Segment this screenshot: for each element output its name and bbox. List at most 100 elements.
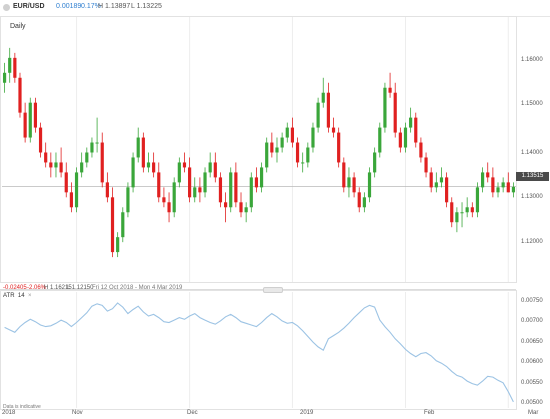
- candle-body: [64, 172, 68, 193]
- candle-body: [450, 202, 454, 223]
- candle-body: [419, 142, 423, 158]
- candle-body: [8, 57, 12, 73]
- candle-body: [193, 187, 197, 198]
- candle-body: [342, 162, 346, 188]
- candle-body: [455, 212, 459, 223]
- candle-body: [152, 162, 156, 173]
- candle-body: [33, 102, 38, 128]
- candle-body: [213, 162, 217, 178]
- candle-body: [383, 87, 387, 128]
- x-axis-label: Mar: [528, 410, 539, 416]
- candle-body: [54, 162, 58, 168]
- candle-body: [501, 182, 505, 188]
- candle-body: [506, 182, 510, 193]
- candle-body: [223, 202, 228, 208]
- atr-axis-label: 0.00550: [521, 380, 543, 386]
- header-low: L 1.13225: [131, 3, 162, 10]
- candle-body: [306, 147, 310, 163]
- candle-body: [439, 177, 444, 183]
- candle-body: [429, 172, 433, 188]
- timeframe-label: Daily: [10, 23, 26, 30]
- x-axis-label: 2019: [300, 410, 314, 416]
- candle-body: [295, 142, 300, 163]
- candle-body: [316, 102, 320, 128]
- candle-body: [301, 162, 305, 164]
- candle-body: [337, 132, 341, 163]
- candle-body: [208, 162, 212, 173]
- candle-body: [59, 162, 63, 173]
- atr-plot: [4, 302, 514, 403]
- candle-body: [131, 157, 135, 188]
- atr-name: ATR: [3, 293, 15, 299]
- price-pane-frame: [0, 16, 517, 283]
- atr-axis-label: 0.00500: [521, 400, 543, 406]
- atr-axis-label: 0.00600: [521, 359, 543, 365]
- range-high: H 1.16215: [44, 285, 72, 291]
- candle-body: [352, 177, 356, 193]
- candle-body: [18, 77, 22, 113]
- candle-body: [486, 172, 490, 178]
- candle-body: [198, 187, 202, 193]
- candle-body: [480, 172, 485, 188]
- candle-body: [203, 172, 207, 193]
- close-icon[interactable]: ×: [27, 293, 32, 299]
- candle-body: [121, 212, 125, 238]
- atr-line: [4, 302, 514, 403]
- candle-body: [496, 187, 500, 193]
- candle-body: [234, 172, 238, 203]
- candle-body: [239, 202, 243, 213]
- pane-resize-handle[interactable]: [263, 287, 283, 293]
- candle-body: [69, 192, 73, 208]
- candle-body: [100, 142, 104, 183]
- header-change: 0.00189: [56, 3, 82, 10]
- candle-body: [378, 127, 382, 153]
- candle-body: [141, 137, 145, 168]
- candle-body: [270, 142, 274, 153]
- candle-body: [80, 162, 84, 173]
- x-axis-label: 2018: [2, 410, 16, 416]
- current-price-badge: 1.13515: [516, 172, 549, 181]
- range-change: -0.02405: [3, 285, 27, 291]
- candle-body: [85, 152, 89, 163]
- candle-body: [2, 72, 7, 83]
- candle-body: [445, 177, 449, 203]
- candle-body: [74, 172, 79, 208]
- disclaimer: Data is indicative: [3, 404, 41, 410]
- candle-body: [460, 212, 464, 214]
- candle-body: [331, 127, 336, 133]
- x-axis-label: Dec: [187, 410, 198, 416]
- candle-body: [188, 167, 192, 198]
- candle-body: [23, 112, 27, 138]
- candle-body: [110, 197, 115, 253]
- price-label: 1.13000: [521, 194, 543, 200]
- candle-body: [414, 117, 418, 143]
- candle-body: [362, 197, 366, 208]
- candle-body: [347, 177, 351, 188]
- candle-body: [116, 237, 120, 253]
- x-axis-label: Feb: [424, 410, 435, 416]
- atr-period: 14: [17, 293, 25, 299]
- candle-body: [285, 127, 289, 138]
- candle-body: [326, 92, 330, 128]
- candle-body: [146, 162, 151, 168]
- candle-body: [511, 186, 516, 193]
- candle-body: [280, 137, 284, 148]
- candle-body: [388, 87, 392, 93]
- instrument-symbol[interactable]: EUR/USD: [13, 3, 45, 10]
- candle-body: [13, 57, 17, 78]
- date-range: Fri 12 Oct 2018 - Mon 4 Mar 2019: [92, 285, 183, 291]
- candle-body: [38, 127, 43, 153]
- x-axis-label: Nov: [72, 410, 83, 416]
- candle-body: [290, 127, 295, 143]
- candle-body: [311, 127, 315, 148]
- candle-body: [403, 127, 408, 148]
- candle-body: [321, 92, 325, 103]
- candle-body: [182, 162, 187, 168]
- atr-label: ATR 14 ×: [3, 293, 31, 299]
- candle-body: [373, 152, 377, 173]
- price-candles: [2, 47, 516, 258]
- candle-body: [475, 187, 480, 213]
- candle-body: [90, 142, 94, 153]
- candle-body: [424, 157, 428, 173]
